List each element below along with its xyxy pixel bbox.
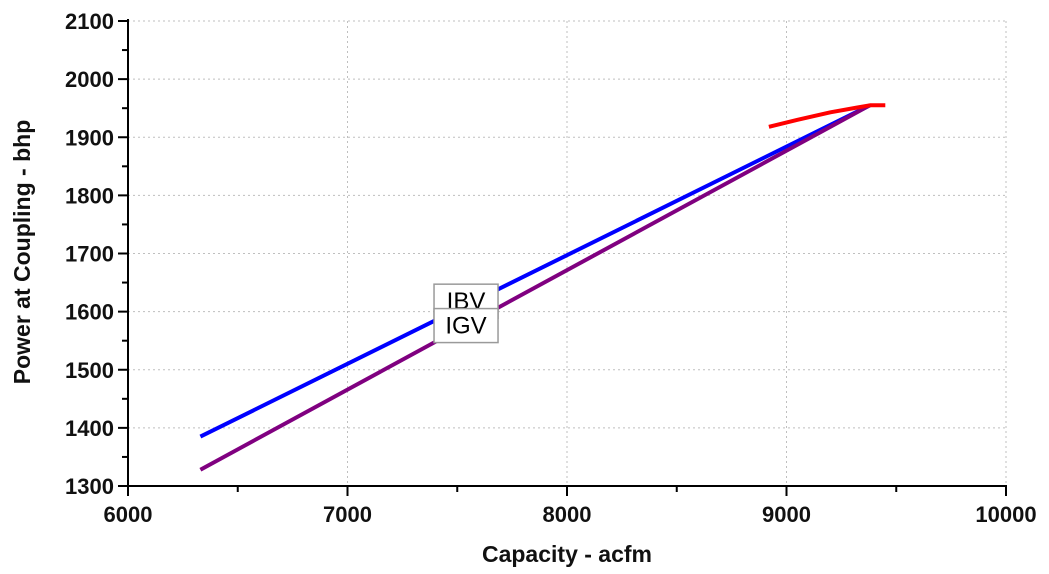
x-tick-label: 9000 <box>762 502 811 527</box>
y-tick-label: 2000 <box>65 67 114 92</box>
series-line-2 <box>199 103 871 472</box>
y-tick-label: 1300 <box>65 474 114 499</box>
y-tick-label: 1500 <box>65 358 114 383</box>
y-tick-label: 1400 <box>65 416 114 441</box>
series-line-1 <box>199 103 871 439</box>
annotation-label-2: IGV <box>433 307 499 344</box>
annotation-text: IGV <box>445 313 486 340</box>
x-axis-title: Capacity - acfm <box>482 541 652 567</box>
y-tick-label: 1800 <box>65 183 114 208</box>
series-line-3 <box>768 103 886 129</box>
y-tick-label: 1700 <box>65 242 114 267</box>
annotation-box <box>433 307 499 344</box>
x-tick-label: 6000 <box>104 502 153 527</box>
y-tick-label: 2100 <box>65 9 114 34</box>
x-tick-label: 8000 <box>543 502 592 527</box>
y-tick-label: 1900 <box>65 125 114 150</box>
ticks: 6000 7000 8000 9000 10000 1300 1400 1500 1600 170… <box>65 9 1037 527</box>
series-layer <box>199 103 886 472</box>
y-axis-title: Power at Coupling - bhp <box>9 120 35 384</box>
x-tick-label: 7000 <box>323 502 372 527</box>
x-tick-label: 10000 <box>975 502 1036 527</box>
grid <box>128 20 1007 486</box>
y-tick-label: 1600 <box>65 300 114 325</box>
